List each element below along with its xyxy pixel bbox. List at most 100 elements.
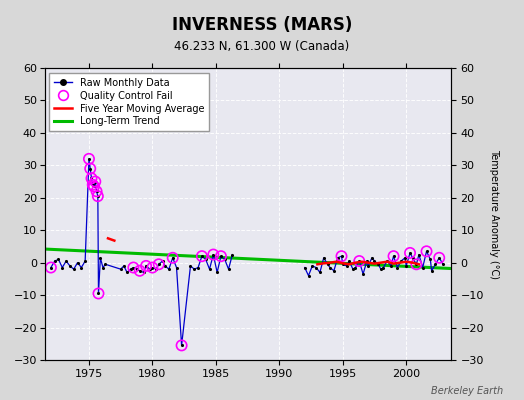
Point [133, 266, 141, 272]
Point [148, 264, 157, 271]
Point [152, 266, 160, 272]
Point [323, 261, 332, 268]
Point [414, 251, 423, 258]
Point [178, 342, 186, 348]
Point [355, 258, 364, 264]
Point [198, 253, 206, 259]
Point [412, 261, 421, 268]
Text: 46.233 N, 61.300 W (Canada): 46.233 N, 61.300 W (Canada) [174, 40, 350, 53]
Point [89, 182, 97, 188]
Point [81, 258, 90, 264]
Point [178, 342, 186, 348]
Point [426, 256, 434, 263]
Point [402, 263, 410, 269]
Point [406, 250, 414, 256]
Point [435, 254, 443, 261]
Point [316, 269, 324, 276]
Point [422, 248, 431, 254]
Point [408, 254, 417, 261]
Point [86, 165, 94, 172]
Point [213, 269, 221, 276]
Point [374, 261, 383, 268]
Point [91, 178, 100, 185]
Point [337, 253, 346, 259]
Point [439, 261, 447, 268]
Point [190, 266, 199, 272]
Point [90, 183, 98, 190]
Point [387, 263, 395, 269]
Point [142, 263, 150, 269]
Point [70, 266, 78, 272]
Point [330, 268, 338, 274]
Point [351, 264, 359, 271]
Point [308, 263, 316, 269]
Point [217, 253, 225, 259]
Point [435, 254, 443, 261]
Point [86, 165, 94, 172]
Point [58, 264, 67, 271]
Point [412, 261, 421, 268]
Point [142, 263, 150, 269]
Point [304, 272, 313, 279]
Point [91, 178, 100, 185]
Point [94, 290, 103, 297]
Point [345, 258, 353, 264]
Point [300, 264, 309, 271]
Point [169, 254, 177, 261]
Point [342, 263, 351, 269]
Point [54, 256, 63, 263]
Point [228, 251, 236, 258]
Point [94, 193, 102, 199]
Point [99, 264, 107, 271]
Point [129, 264, 138, 271]
Point [155, 261, 163, 268]
Text: Berkeley Earth: Berkeley Earth [431, 386, 503, 396]
Point [172, 264, 181, 271]
Point [389, 253, 398, 259]
Point [370, 258, 379, 264]
Legend: Raw Monthly Data, Quality Control Fail, Five Year Moving Average, Long-Term Tren: Raw Monthly Data, Quality Control Fail, … [49, 73, 209, 131]
Point [88, 175, 96, 182]
Point [320, 254, 328, 261]
Point [349, 266, 357, 272]
Point [194, 264, 202, 271]
Point [129, 264, 138, 271]
Point [397, 258, 406, 264]
Point [406, 250, 414, 256]
Point [47, 264, 55, 271]
Point [363, 258, 371, 264]
Point [337, 253, 346, 259]
Point [198, 253, 206, 259]
Point [119, 263, 128, 269]
Point [379, 264, 388, 271]
Point [209, 251, 217, 258]
Point [136, 268, 144, 274]
Point [422, 248, 431, 254]
Point [205, 266, 214, 272]
Point [47, 264, 55, 271]
Point [187, 263, 195, 269]
Point [161, 263, 169, 269]
Point [383, 258, 391, 264]
Point [368, 254, 376, 261]
Point [202, 256, 210, 263]
Point [89, 182, 97, 188]
Point [96, 254, 105, 261]
Point [136, 268, 144, 274]
Point [393, 264, 401, 271]
Point [209, 251, 217, 258]
Point [165, 266, 173, 272]
Point [85, 156, 93, 162]
Point [419, 264, 427, 271]
Point [217, 253, 225, 259]
Point [312, 264, 320, 271]
Y-axis label: Temperature Anomaly (°C): Temperature Anomaly (°C) [489, 149, 499, 279]
Point [155, 261, 163, 268]
Point [146, 266, 154, 272]
Point [85, 156, 93, 162]
Point [90, 183, 98, 190]
Point [359, 271, 367, 277]
Point [148, 264, 157, 271]
Point [389, 253, 398, 259]
Point [94, 193, 102, 199]
